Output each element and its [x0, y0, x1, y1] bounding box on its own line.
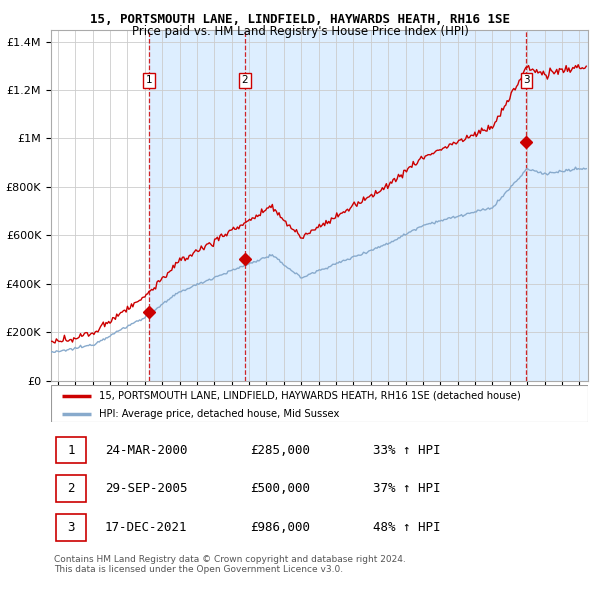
Bar [526, 30, 588, 381]
Text: 29-SEP-2005: 29-SEP-2005 [105, 481, 187, 495]
Text: 33% ↑ HPI: 33% ↑ HPI [373, 444, 440, 457]
Text: 48% ↑ HPI: 48% ↑ HPI [373, 521, 440, 534]
Bar [51, 30, 149, 381]
Text: 2: 2 [67, 481, 75, 495]
Text: 17-DEC-2021: 17-DEC-2021 [105, 521, 187, 534]
Text: Contains HM Land Registry data © Crown copyright and database right 2024.
This d: Contains HM Land Registry data © Crown c… [54, 555, 406, 574]
Text: £285,000: £285,000 [250, 444, 310, 457]
Text: 1: 1 [146, 76, 152, 86]
Text: 1: 1 [67, 444, 75, 457]
Bar [149, 30, 245, 381]
Text: £986,000: £986,000 [250, 521, 310, 534]
FancyBboxPatch shape [56, 437, 86, 464]
Text: 15, PORTSMOUTH LANE, LINDFIELD, HAYWARDS HEATH, RH16 1SE (detached house): 15, PORTSMOUTH LANE, LINDFIELD, HAYWARDS… [100, 391, 521, 401]
Text: 3: 3 [523, 76, 530, 86]
Text: 24-MAR-2000: 24-MAR-2000 [105, 444, 187, 457]
Text: £500,000: £500,000 [250, 481, 310, 495]
FancyBboxPatch shape [51, 385, 588, 422]
Text: 2: 2 [241, 76, 248, 86]
Text: 15, PORTSMOUTH LANE, LINDFIELD, HAYWARDS HEATH, RH16 1SE: 15, PORTSMOUTH LANE, LINDFIELD, HAYWARDS… [90, 13, 510, 26]
Bar [245, 30, 526, 381]
FancyBboxPatch shape [56, 475, 86, 502]
Text: Price paid vs. HM Land Registry's House Price Index (HPI): Price paid vs. HM Land Registry's House … [131, 25, 469, 38]
Text: 3: 3 [67, 521, 75, 534]
FancyBboxPatch shape [56, 514, 86, 541]
Text: 37% ↑ HPI: 37% ↑ HPI [373, 481, 440, 495]
Text: HPI: Average price, detached house, Mid Sussex: HPI: Average price, detached house, Mid … [100, 409, 340, 419]
